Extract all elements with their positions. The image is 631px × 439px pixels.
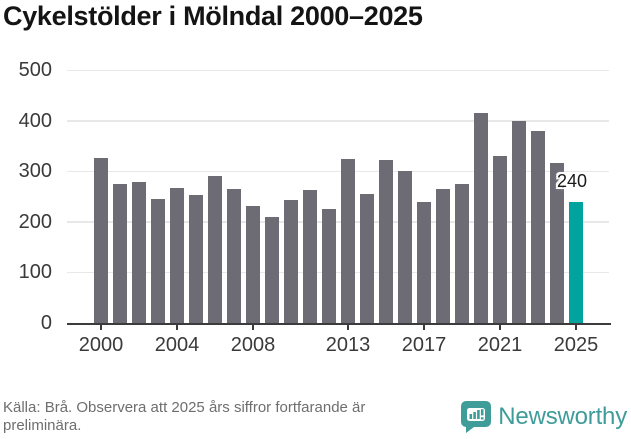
- gridline-300: [67, 170, 609, 173]
- x-axis-tick-2004: [176, 325, 178, 330]
- bar-2006: [208, 176, 222, 323]
- gridline-400: [67, 120, 609, 122]
- x-tick-label-2004: 2004: [154, 334, 200, 356]
- bar-2012: [322, 209, 336, 323]
- x-tick-label-2025: 2025: [553, 334, 599, 356]
- x-axis-tick-2025: [575, 325, 577, 330]
- y-tick-label-0: 0: [40, 312, 52, 334]
- x-tick-label-2017: 2017: [401, 334, 447, 356]
- y-tick-label-400: 400: [18, 109, 52, 132]
- value-label-2025: 240: [557, 170, 588, 191]
- bar-2017: [417, 202, 431, 323]
- bar-2018: [436, 188, 450, 323]
- gridline-500: [67, 69, 609, 71]
- bar-2004: [170, 188, 184, 323]
- y-tick-label-500: 500: [18, 59, 52, 81]
- chart-title: Cykelstölder i Mölndal 2000–2025: [3, 1, 423, 31]
- bar-2011: [303, 189, 317, 323]
- bar-2001: [113, 184, 127, 323]
- bar-2021: [493, 156, 507, 323]
- bar-2005: [189, 195, 203, 323]
- y-tick-label-300: 300: [18, 160, 52, 183]
- bar-2009: [265, 216, 279, 323]
- x-axis-tick-2013: [347, 325, 349, 330]
- bar-2016: [398, 171, 412, 323]
- bar-2025: [569, 201, 583, 323]
- footer: Källa: Brå. Observera att 2025 års siffr…: [0, 397, 631, 439]
- newsworthy-logo: Newsworthy: [461, 401, 627, 433]
- bar-2019: [455, 183, 469, 323]
- newsworthy-logo-text: Newsworthy: [498, 403, 627, 430]
- bar-2002: [132, 181, 146, 323]
- x-tick-label-2008: 2008: [230, 334, 276, 356]
- bar-2007: [227, 188, 241, 323]
- y-tick-label-200: 200: [18, 210, 52, 233]
- bar-2020: [474, 113, 488, 323]
- gridline-200: [67, 221, 609, 223]
- plot-area: 0 100 200 300 400 500 2000 2004 2008 2013 2017 2021…: [0, 55, 631, 365]
- bar-2023: [531, 130, 545, 323]
- bar-2008: [246, 206, 260, 323]
- bar-2024: [550, 163, 564, 323]
- x-tick-label-2000: 2000: [78, 334, 124, 356]
- x-axis-tick-2021: [499, 325, 501, 330]
- bar-2014: [360, 193, 374, 323]
- x-tick-label-2021: 2021: [477, 334, 523, 356]
- bar-2000: [94, 158, 108, 323]
- bar-2022: [512, 121, 526, 323]
- newsworthy-logo-icon: [461, 401, 492, 433]
- gridline-100: [67, 271, 609, 274]
- y-tick-label-100: 100: [18, 261, 52, 284]
- x-axis-tick-2000: [100, 325, 102, 330]
- source-note: Källa: Brå. Observera att 2025 års siffr…: [3, 399, 366, 434]
- bar-2010: [284, 200, 298, 323]
- bar-2015: [379, 160, 393, 323]
- x-axis-tick-2008: [252, 325, 254, 330]
- x-tick-label-2013: 2013: [325, 334, 371, 356]
- x-axis-tick-2017: [423, 325, 425, 330]
- x-axis-line: [67, 323, 611, 325]
- bar-2013: [341, 159, 355, 323]
- bar-2003: [151, 198, 165, 323]
